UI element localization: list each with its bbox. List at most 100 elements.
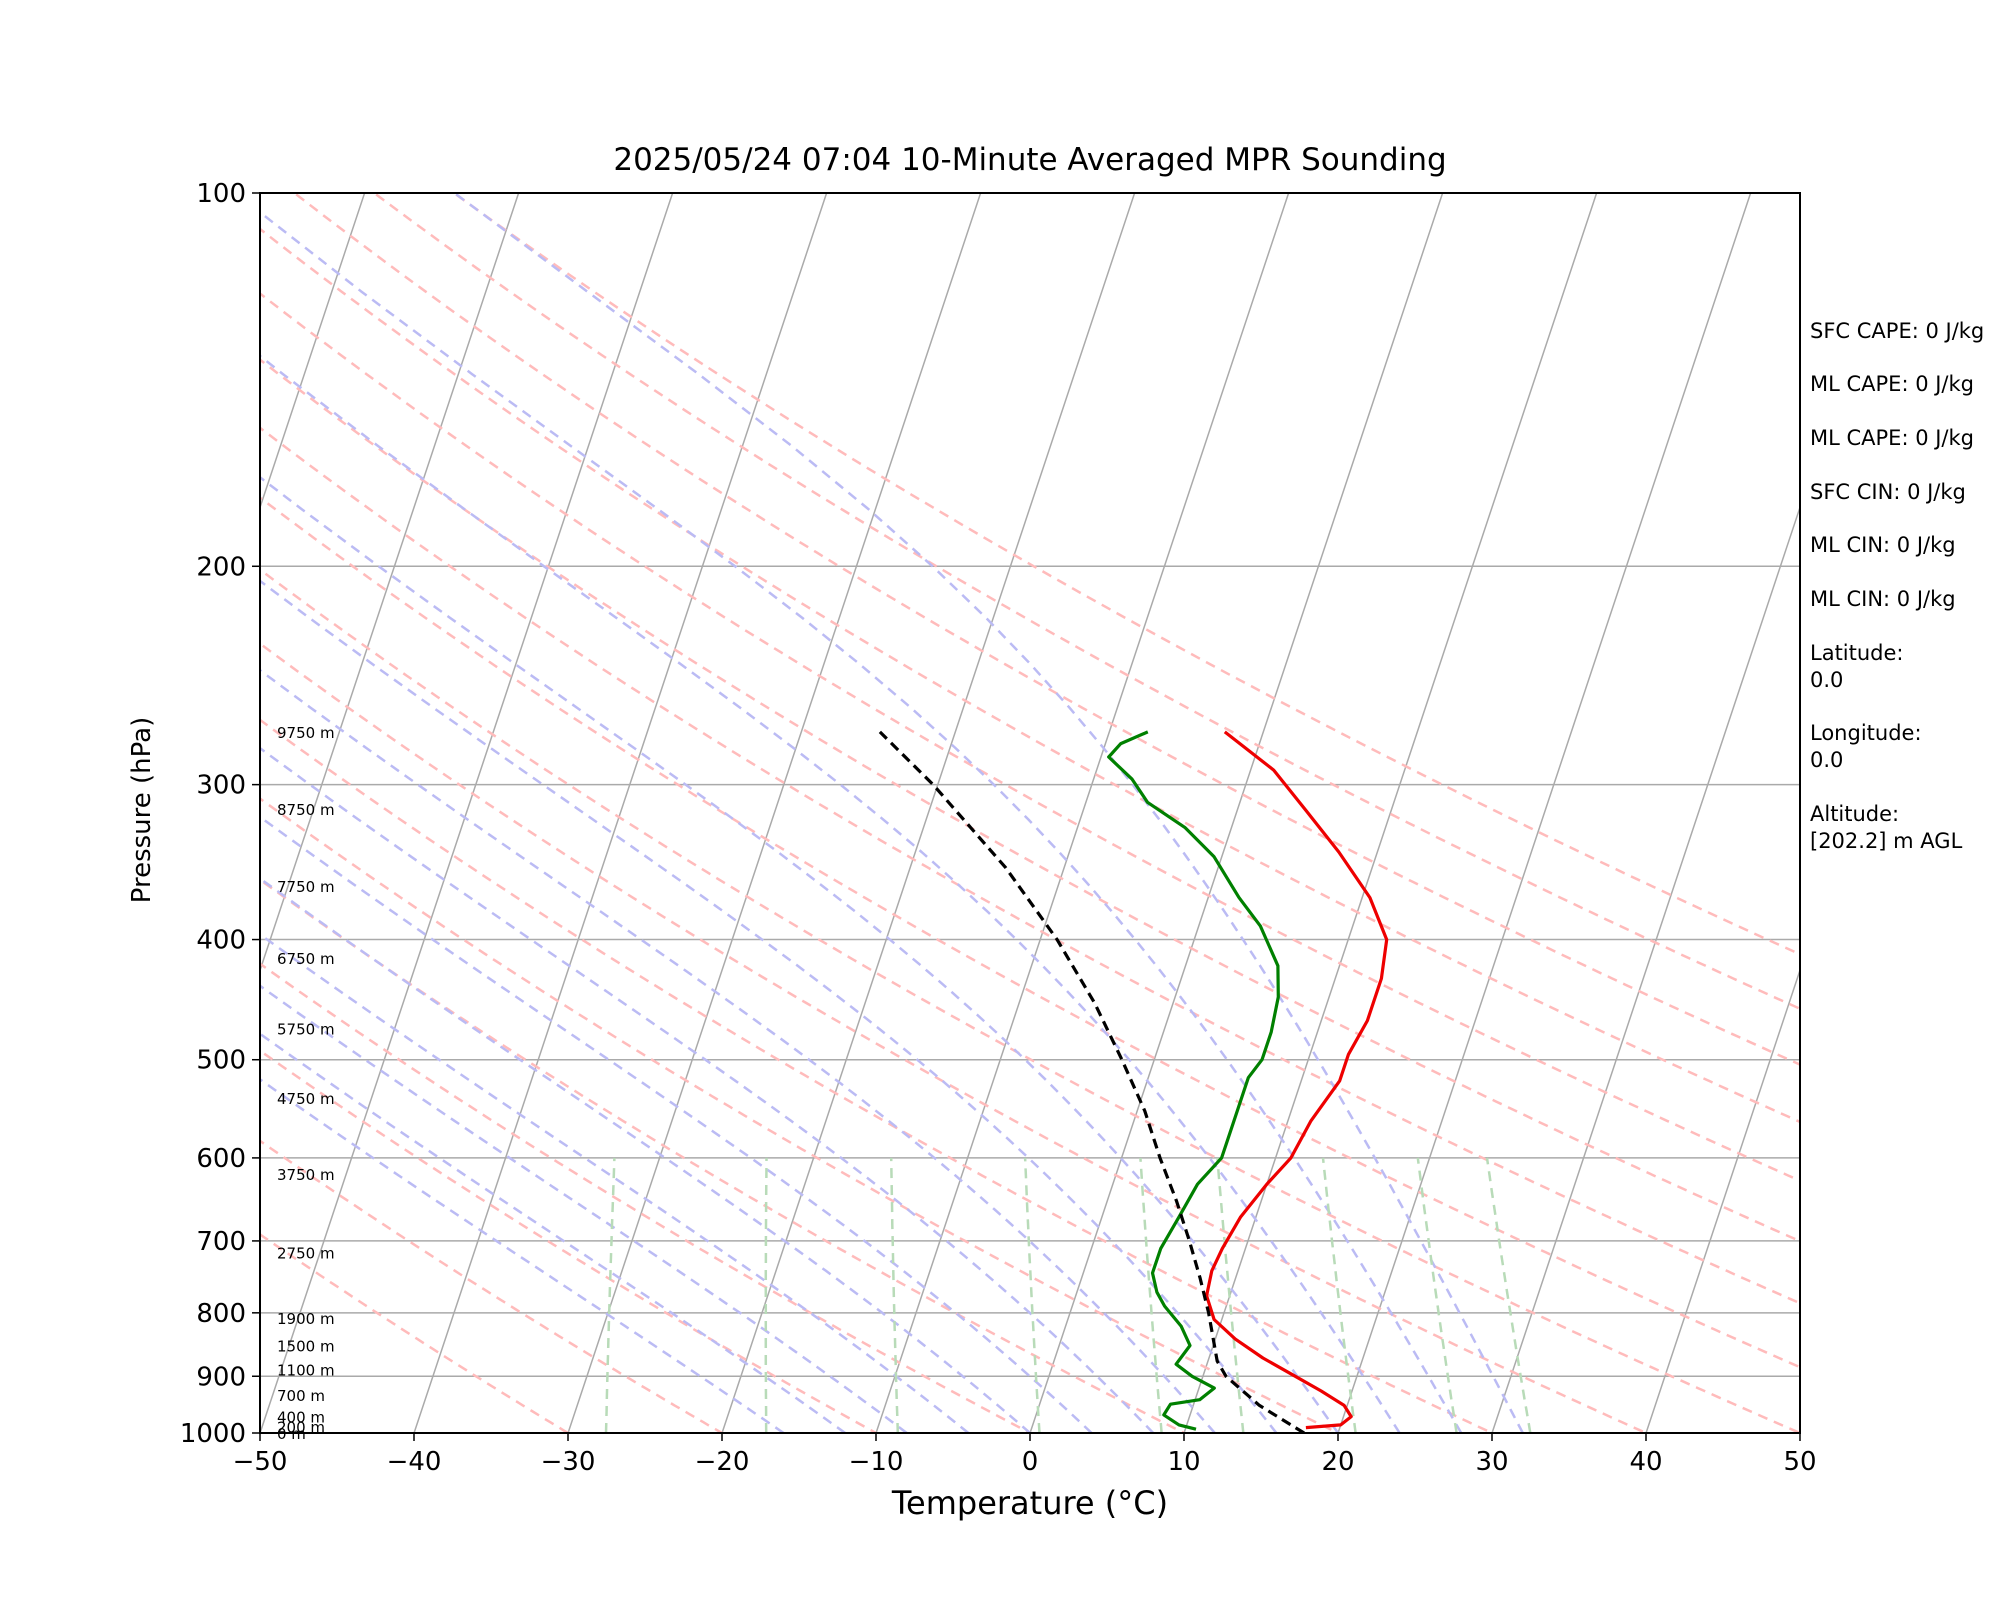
axis-ticks: −50 −40 −30 −20 −10 0 10 20 30 40 50 100 200 300 400 50… <box>180 179 1817 1477</box>
isotherm-line <box>0 165 66 1459</box>
y-tick-label: 100 <box>196 179 246 209</box>
dry-adiabat-line <box>372 193 1800 1011</box>
height-label: 8750 m <box>277 801 335 819</box>
y-tick-label: 1000 <box>180 1419 246 1449</box>
mixing-ratio-line <box>1139 1157 1163 1433</box>
x-tick-label: 20 <box>1321 1447 1354 1477</box>
moist-adiabat-line <box>260 876 1031 1433</box>
height-label: 1500 m <box>277 1337 335 1355</box>
moist-adiabat-line <box>260 210 1463 1433</box>
dry-adiabat-line <box>260 1049 879 1433</box>
x-tick-label: −20 <box>695 1447 750 1477</box>
y-tick-label: 500 <box>196 1046 246 1076</box>
x-tick-label: 10 <box>1167 1447 1200 1477</box>
y-axis-label: Pressure (hPa) <box>127 716 157 904</box>
height-label: 9750 m <box>277 724 335 742</box>
isotherm-line <box>567 193 982 1433</box>
mixing-ratio-line <box>1416 1157 1458 1433</box>
x-tick-label: 0 <box>1022 1447 1039 1477</box>
isotherm-line <box>1183 193 1598 1433</box>
moist-adiabat-line <box>260 354 1401 1433</box>
dry-adiabat-line <box>292 193 1800 1066</box>
isotherm-line <box>260 193 366 510</box>
isotherm-line <box>1337 193 1752 1433</box>
dry-adiabat-line <box>260 962 1033 1433</box>
x-tick-label: −40 <box>387 1447 442 1477</box>
y-tick-label: 200 <box>196 552 246 582</box>
isotherm-line <box>0 165 220 1459</box>
x-tick-label: −30 <box>541 1447 596 1477</box>
height-label: 400 m <box>277 1409 325 1427</box>
height-label: 1100 m <box>277 1362 335 1380</box>
isotherm-line <box>1029 193 1444 1433</box>
moist-adiabat-line <box>260 475 1340 1433</box>
longitude-text: Longitude: 0.0 <box>1810 721 1922 772</box>
dry-adiabat-line <box>260 797 1341 1433</box>
isotherm-line <box>875 193 1290 1433</box>
parcel-profile-line <box>878 730 1305 1433</box>
isotherm-line <box>721 193 1136 1433</box>
ml-cape-text: ML CAPE: 0 J/kg <box>1810 372 1975 396</box>
chart-title: 2025/05/24 07:04 10-Minute Averaged MPR … <box>613 142 1447 178</box>
height-label: 5750 m <box>277 1021 335 1039</box>
isotherm-line <box>1491 505 1800 1433</box>
ml-cin-text: ML CIN: 0 J/kg <box>1810 533 1956 557</box>
height-label: 6750 m <box>277 950 335 968</box>
dry-adiabat-line <box>260 358 1800 1243</box>
x-tick-label: −10 <box>849 1447 904 1477</box>
x-axis-label: Temperature (°C) <box>891 1484 1169 1522</box>
mixing-ratio-line <box>889 1157 900 1433</box>
height-label: 7750 m <box>277 878 335 896</box>
sfc-cin-text: SFC CIN: 0 J/kg <box>1810 480 1966 504</box>
x-tick-label: 30 <box>1475 1447 1508 1477</box>
mixing-ratio-line <box>764 1157 768 1433</box>
isotherm-line <box>413 193 828 1433</box>
latitude-text: Latitude: 0.0 <box>1810 641 1904 692</box>
isotherm-line <box>260 193 674 1433</box>
y-tick-label: 800 <box>196 1299 246 1329</box>
height-label: 1900 m <box>277 1310 335 1328</box>
dry-adiabat-line <box>260 568 1800 1433</box>
height-label: 200 m <box>277 1418 325 1436</box>
x-tick-label: 50 <box>1783 1447 1816 1477</box>
dry-adiabat-line <box>260 227 1800 1124</box>
dewpoint-profile-line <box>1107 730 1280 1431</box>
moist-adiabat-line <box>260 1077 785 1433</box>
mixing-ratio-line <box>1216 1157 1245 1433</box>
series-lines <box>878 730 1389 1433</box>
dry-adiabat-line <box>260 1139 725 1433</box>
dry-adiabat-line <box>260 642 1650 1433</box>
dry-adiabat-line <box>260 496 1800 1369</box>
moist-adiabat-line <box>260 668 1216 1433</box>
background-lines <box>0 165 1800 1459</box>
mixing-ratio-line <box>604 1157 616 1433</box>
height-label: 4750 m <box>277 1090 335 1108</box>
temperature-profile-line <box>1204 730 1389 1430</box>
y-tick-label: 400 <box>196 926 246 956</box>
x-tick-label: −50 <box>233 1447 288 1477</box>
height-label: 2750 m <box>277 1244 335 1262</box>
moist-adiabat-line <box>260 984 908 1433</box>
height-label: 3750 m <box>277 1166 335 1184</box>
height-label: 700 m <box>277 1387 325 1405</box>
dry-adiabat-line <box>260 292 1800 1183</box>
y-tick-label: 700 <box>196 1227 246 1257</box>
mixing-ratio-line <box>1023 1157 1041 1433</box>
moist-adiabat-line <box>453 193 1524 1433</box>
altitude-text: Altitude: [202.2] m AGL <box>1810 802 1963 853</box>
ml-cape-text-2: ML CAPE: 0 J/kg <box>1810 426 1975 450</box>
moist-adiabat-line <box>260 746 1155 1433</box>
isotherm-line <box>260 193 520 973</box>
mixing-ratio-line <box>1485 1157 1532 1433</box>
isotherm-line <box>1645 967 1800 1433</box>
mixing-ratio-line <box>1321 1157 1357 1433</box>
sfc-cape-text: SFC CAPE: 0 J/kg <box>1810 319 1985 343</box>
y-tick-label: 900 <box>196 1362 246 1392</box>
dry-adiabat-line <box>260 878 1187 1433</box>
x-tick-label: 40 <box>1629 1447 1662 1477</box>
dry-adiabat-line <box>451 193 1800 956</box>
y-tick-label: 600 <box>196 1144 246 1174</box>
y-tick-label: 300 <box>196 771 246 801</box>
moist-adiabat-line <box>260 932 970 1433</box>
